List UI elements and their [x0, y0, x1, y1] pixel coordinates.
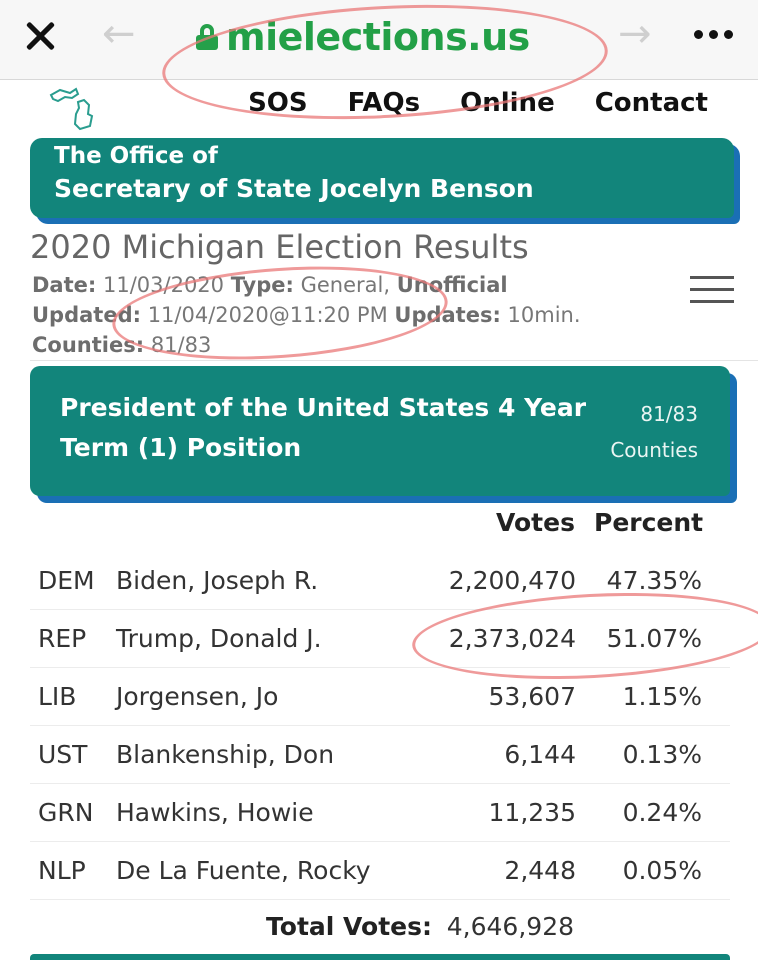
date-value: 11/03/2020 [102, 273, 225, 297]
table-row: GRN Hawkins, Howie 11,235 0.24% [30, 784, 730, 842]
party-code: UST [38, 740, 88, 769]
total-votes-label: Total Votes: [266, 912, 432, 941]
updated-label: Updated: [32, 303, 141, 327]
updates-label: Updates: [394, 303, 501, 327]
vote-percent: 47.35% [606, 566, 702, 595]
vote-count: 2,448 [504, 856, 576, 885]
browser-toolbar: ← mielections.us → [0, 0, 758, 80]
vote-percent: 0.05% [622, 856, 702, 885]
party-code: GRN [38, 798, 94, 827]
race-title: President of the United States 4 Year Te… [60, 393, 587, 462]
nav-link-contact[interactable]: Contact [594, 88, 708, 118]
nav-link-faqs[interactable]: FAQs [347, 88, 421, 118]
election-info: Date: 11/03/2020 Type: General, Unoffici… [32, 270, 581, 360]
vote-percent: 51.07% [606, 624, 702, 653]
candidate-name: Trump, Donald J. [116, 624, 322, 653]
vote-count: 2,373,024 [448, 624, 576, 653]
party-code: DEM [38, 566, 95, 595]
url-text: mielections.us [226, 15, 530, 59]
vote-count: 53,607 [488, 682, 576, 711]
table-row: NLP De La Fuente, Rocky 2,448 0.05% [30, 842, 730, 900]
race-counties-count: 81/83 [640, 402, 698, 426]
date-label: Date: [32, 273, 97, 297]
hamburger-menu-icon[interactable] [690, 276, 734, 304]
type-label: Type: [230, 273, 294, 297]
table-row: LIB Jorgensen, Jo 53,607 1.15% [30, 668, 730, 726]
party-code: NLP [38, 856, 86, 885]
michigan-logo-icon[interactable] [48, 86, 104, 132]
race-counties: 81/83 Counties [610, 396, 698, 468]
results-table: DEM Biden, Joseph R. 2,200,470 47.35% RE… [30, 552, 730, 900]
info-line-updated: Updated: 11/04/2020@11:20 PM Updates: 10… [32, 300, 581, 330]
nav-link-sos[interactable]: SOS [248, 88, 308, 118]
table-row: UST Blankenship, Don 6,144 0.13% [30, 726, 730, 784]
candidate-name: Blankenship, Don [116, 740, 335, 769]
vote-percent: 0.24% [622, 798, 702, 827]
office-banner: The Office of Secretary of State Jocelyn… [30, 138, 734, 218]
updates-value: 10min. [507, 303, 581, 327]
info-line-counties: Counties: 81/83 [32, 330, 581, 360]
table-row: REP Trump, Donald J. 2,373,024 51.07% [30, 610, 730, 668]
type-value: General, [300, 273, 391, 297]
lock-icon [196, 24, 218, 50]
party-code: REP [38, 624, 87, 653]
party-code: LIB [38, 682, 77, 711]
vote-count: 11,235 [488, 798, 576, 827]
updated-value: 11/04/2020@11:20 PM [147, 303, 388, 327]
info-line-date: Date: 11/03/2020 Type: General, Unoffici… [32, 270, 581, 300]
vote-count: 6,144 [504, 740, 576, 769]
counties-label: Counties: [32, 333, 145, 357]
race-banner: President of the United States 4 Year Te… [30, 366, 730, 496]
table-row: DEM Biden, Joseph R. 2,200,470 47.35% [30, 552, 730, 610]
candidate-name: De La Fuente, Rocky [116, 856, 371, 885]
address-bar[interactable]: mielections.us [196, 14, 530, 60]
vote-percent: 0.13% [622, 740, 702, 769]
counties-value: 81/83 [150, 333, 212, 357]
more-dots-icon[interactable] [694, 30, 733, 39]
total-votes-value: 4,646,928 [446, 912, 574, 941]
nav-link-online[interactable]: Online [460, 88, 555, 118]
close-icon[interactable] [22, 18, 58, 54]
vote-percent: 1.15% [622, 682, 702, 711]
site-nav: SOS FAQs Online Contact [0, 82, 758, 132]
bottom-banner-edge [30, 954, 730, 960]
votes-column-header: Votes [496, 508, 575, 537]
unofficial-label: Unofficial [396, 273, 508, 297]
race-counties-label: Counties [610, 438, 698, 462]
candidate-name: Hawkins, Howie [116, 798, 314, 827]
vote-count: 2,200,470 [448, 566, 576, 595]
office-line2: Secretary of State Jocelyn Benson [54, 174, 534, 203]
candidate-name: Jorgensen, Jo [116, 682, 279, 711]
forward-arrow-icon[interactable]: → [618, 11, 652, 57]
candidate-name: Biden, Joseph R. [116, 566, 319, 595]
divider [30, 360, 758, 361]
percent-column-header: Percent [594, 508, 704, 537]
page-title: 2020 Michigan Election Results [30, 228, 529, 266]
office-line1: The Office of [54, 143, 218, 169]
back-arrow-icon[interactable]: ← [102, 11, 136, 57]
